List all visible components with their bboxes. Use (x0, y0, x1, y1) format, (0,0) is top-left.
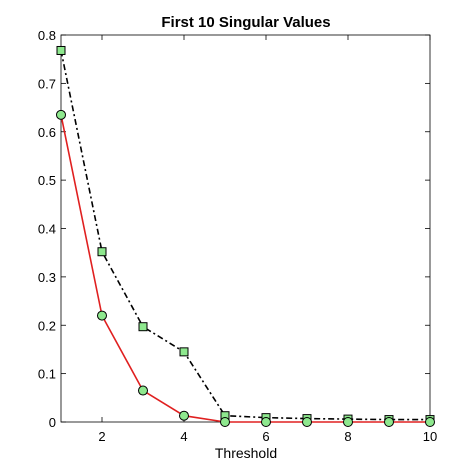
chart-title: First 10 Singular Values (161, 14, 330, 31)
series-2 (56, 109, 435, 427)
x-tick-label: 2 (98, 429, 105, 444)
y-tick-label: 0.4 (38, 222, 56, 237)
x-tick-label: 10 (423, 429, 437, 444)
data-point-circle (179, 410, 189, 421)
data-point-square (138, 322, 148, 332)
data-point-square (97, 247, 107, 257)
axis-ticks: 0 0.1 0.2 0.3 0.4 0.5 0.6 0.7 0.8 2 4 6 8 10 (38, 28, 437, 444)
data-point-circle (261, 417, 271, 427)
data-point-square (179, 347, 189, 357)
y-tick-label: 0.6 (38, 125, 56, 140)
y-tick-label: 0.7 (38, 76, 56, 91)
data-point-square (56, 45, 66, 55)
y-tick-label: 0.5 (38, 173, 56, 188)
x-tick-label: 6 (262, 429, 269, 444)
data-point-circle (220, 417, 230, 427)
data-point-circle (97, 310, 107, 321)
y-tick-label: 0.1 (38, 367, 56, 382)
series-line (60, 114, 430, 423)
x-axis-label: Threshold (215, 445, 277, 461)
y-tick-label: 0.2 (38, 318, 56, 333)
data-point-circle (384, 417, 394, 427)
series-group (56, 45, 435, 427)
y-tick-label: 0.8 (38, 28, 56, 43)
series-1 (56, 45, 435, 425)
series-line (60, 50, 430, 421)
y-tick-label: 0.3 (38, 270, 56, 285)
x-tick-label: 4 (180, 429, 187, 444)
x-tick-label: 8 (344, 429, 351, 444)
data-point-circle (425, 417, 435, 427)
y-tick-label: 0 (49, 415, 56, 430)
data-point-circle (138, 385, 148, 396)
data-point-circle (302, 417, 312, 427)
data-point-circle (56, 109, 66, 120)
plot-area (60, 34, 431, 423)
data-point-circle (343, 417, 353, 427)
